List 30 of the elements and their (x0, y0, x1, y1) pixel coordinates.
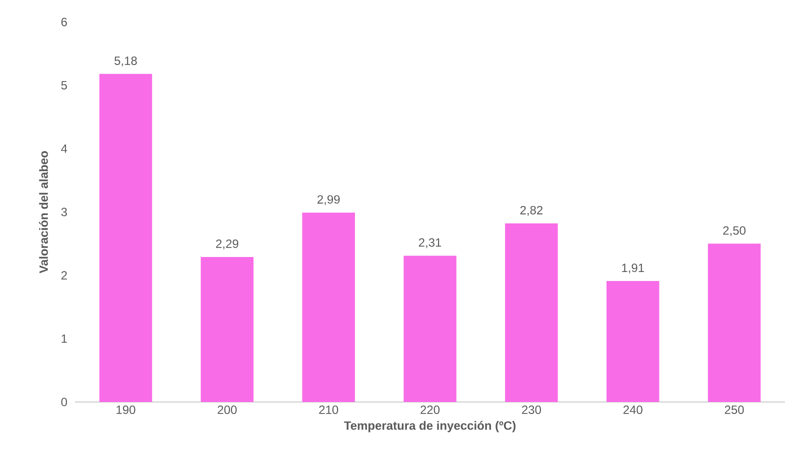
y-tick-label: 4 (61, 144, 68, 153)
data-label: 2,29 (216, 240, 238, 250)
bar (505, 223, 558, 402)
bar (200, 256, 254, 402)
bar (606, 281, 660, 402)
y-tick-label: 2 (61, 271, 67, 280)
x-tick-label: 200 (218, 406, 237, 414)
y-tick-label: 0 (61, 398, 68, 406)
bar (99, 74, 152, 402)
bar (404, 256, 456, 402)
x-tick-label: 210 (319, 406, 338, 414)
data-label: 2,99 (317, 195, 340, 206)
data-label: 5,18 (114, 56, 137, 66)
x-tick-label: 230 (522, 406, 541, 414)
y-tick-label: 5 (61, 81, 67, 90)
y-tick-label: 6 (61, 18, 67, 26)
bar (302, 212, 355, 402)
data-label: 2,50 (723, 226, 746, 236)
y-tick-label: 3 (61, 208, 67, 216)
data-label: 2,31 (418, 238, 442, 248)
x-tick-label: 220 (420, 406, 440, 414)
x-tick-label: 240 (623, 406, 642, 414)
x-tick-label: 250 (724, 406, 744, 414)
bar (708, 244, 761, 402)
x-axis-title: Temperatura de inyección (ºC) (344, 420, 516, 432)
x-tick-label: 190 (116, 406, 136, 414)
y-axis-title: Valoración del alabeo (39, 151, 48, 274)
data-label: 2,82 (520, 206, 543, 216)
data-label: 1,91 (622, 264, 644, 274)
y-tick-label: 1 (62, 334, 67, 343)
